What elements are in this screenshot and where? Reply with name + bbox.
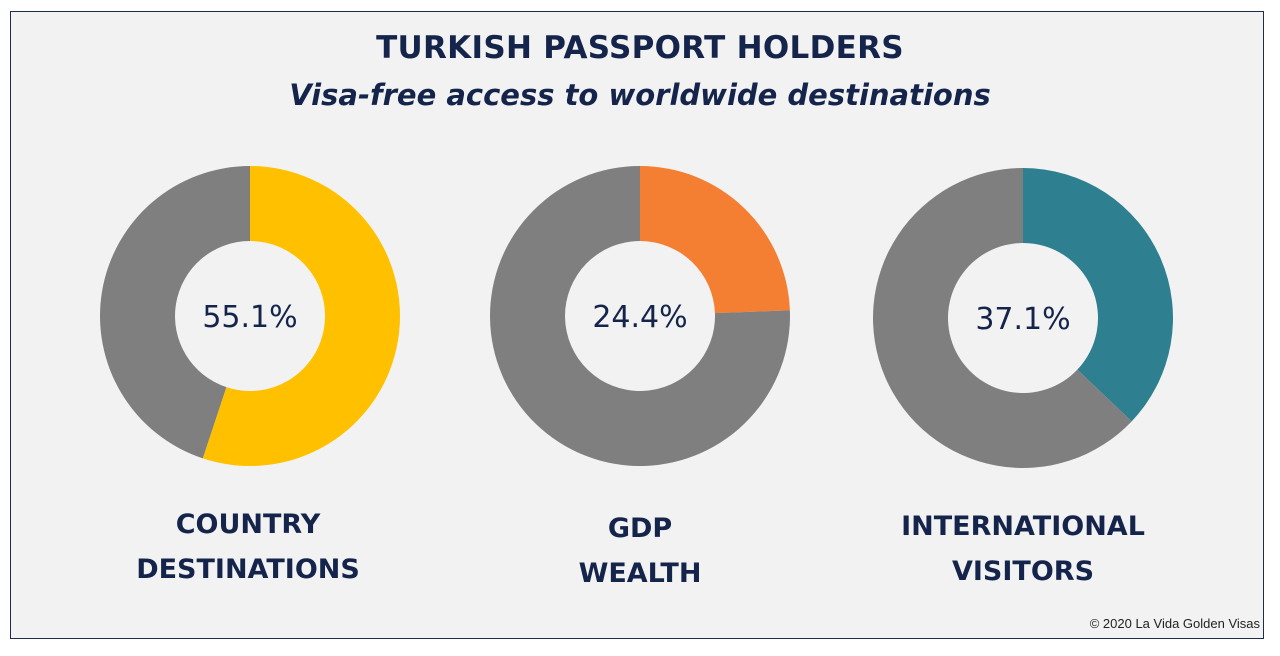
chart-frame xyxy=(10,11,1264,639)
donut-slice-remainder xyxy=(873,168,1132,469)
donut-slice-value xyxy=(1023,168,1174,422)
category-label-line: VISITORS xyxy=(951,556,1095,587)
donut-slice-value xyxy=(202,166,401,466)
donut-center-label: 37.1% xyxy=(975,302,1070,337)
chart-subtitle: Visa-free access to worldwide destinatio… xyxy=(289,78,991,112)
category-label-country-destinations: COUNTRY DESTINATIONS xyxy=(68,502,428,592)
donut-slice-value xyxy=(640,166,790,314)
chart-title: TURKISH PASSPORT HOLDERS xyxy=(376,30,904,66)
donut-slice-remainder xyxy=(100,166,250,459)
category-label-line: INTERNATIONAL xyxy=(901,511,1145,542)
category-label-line: DESTINATIONS xyxy=(136,554,360,585)
category-label-line: COUNTRY xyxy=(175,509,321,540)
category-label-line: WEALTH xyxy=(578,558,702,589)
copyright-notice: © 2020 La Vida Golden Visas xyxy=(1089,616,1260,631)
category-label-line: GDP xyxy=(607,513,673,544)
donut-center-label: 55.1% xyxy=(202,300,297,335)
category-label-gdp-wealth: GDP WEALTH xyxy=(460,506,820,596)
donut-slice-remainder xyxy=(490,166,791,466)
donut-center-label: 24.4% xyxy=(592,300,687,335)
category-label-international-visitors: INTERNATIONAL VISITORS xyxy=(843,504,1203,594)
